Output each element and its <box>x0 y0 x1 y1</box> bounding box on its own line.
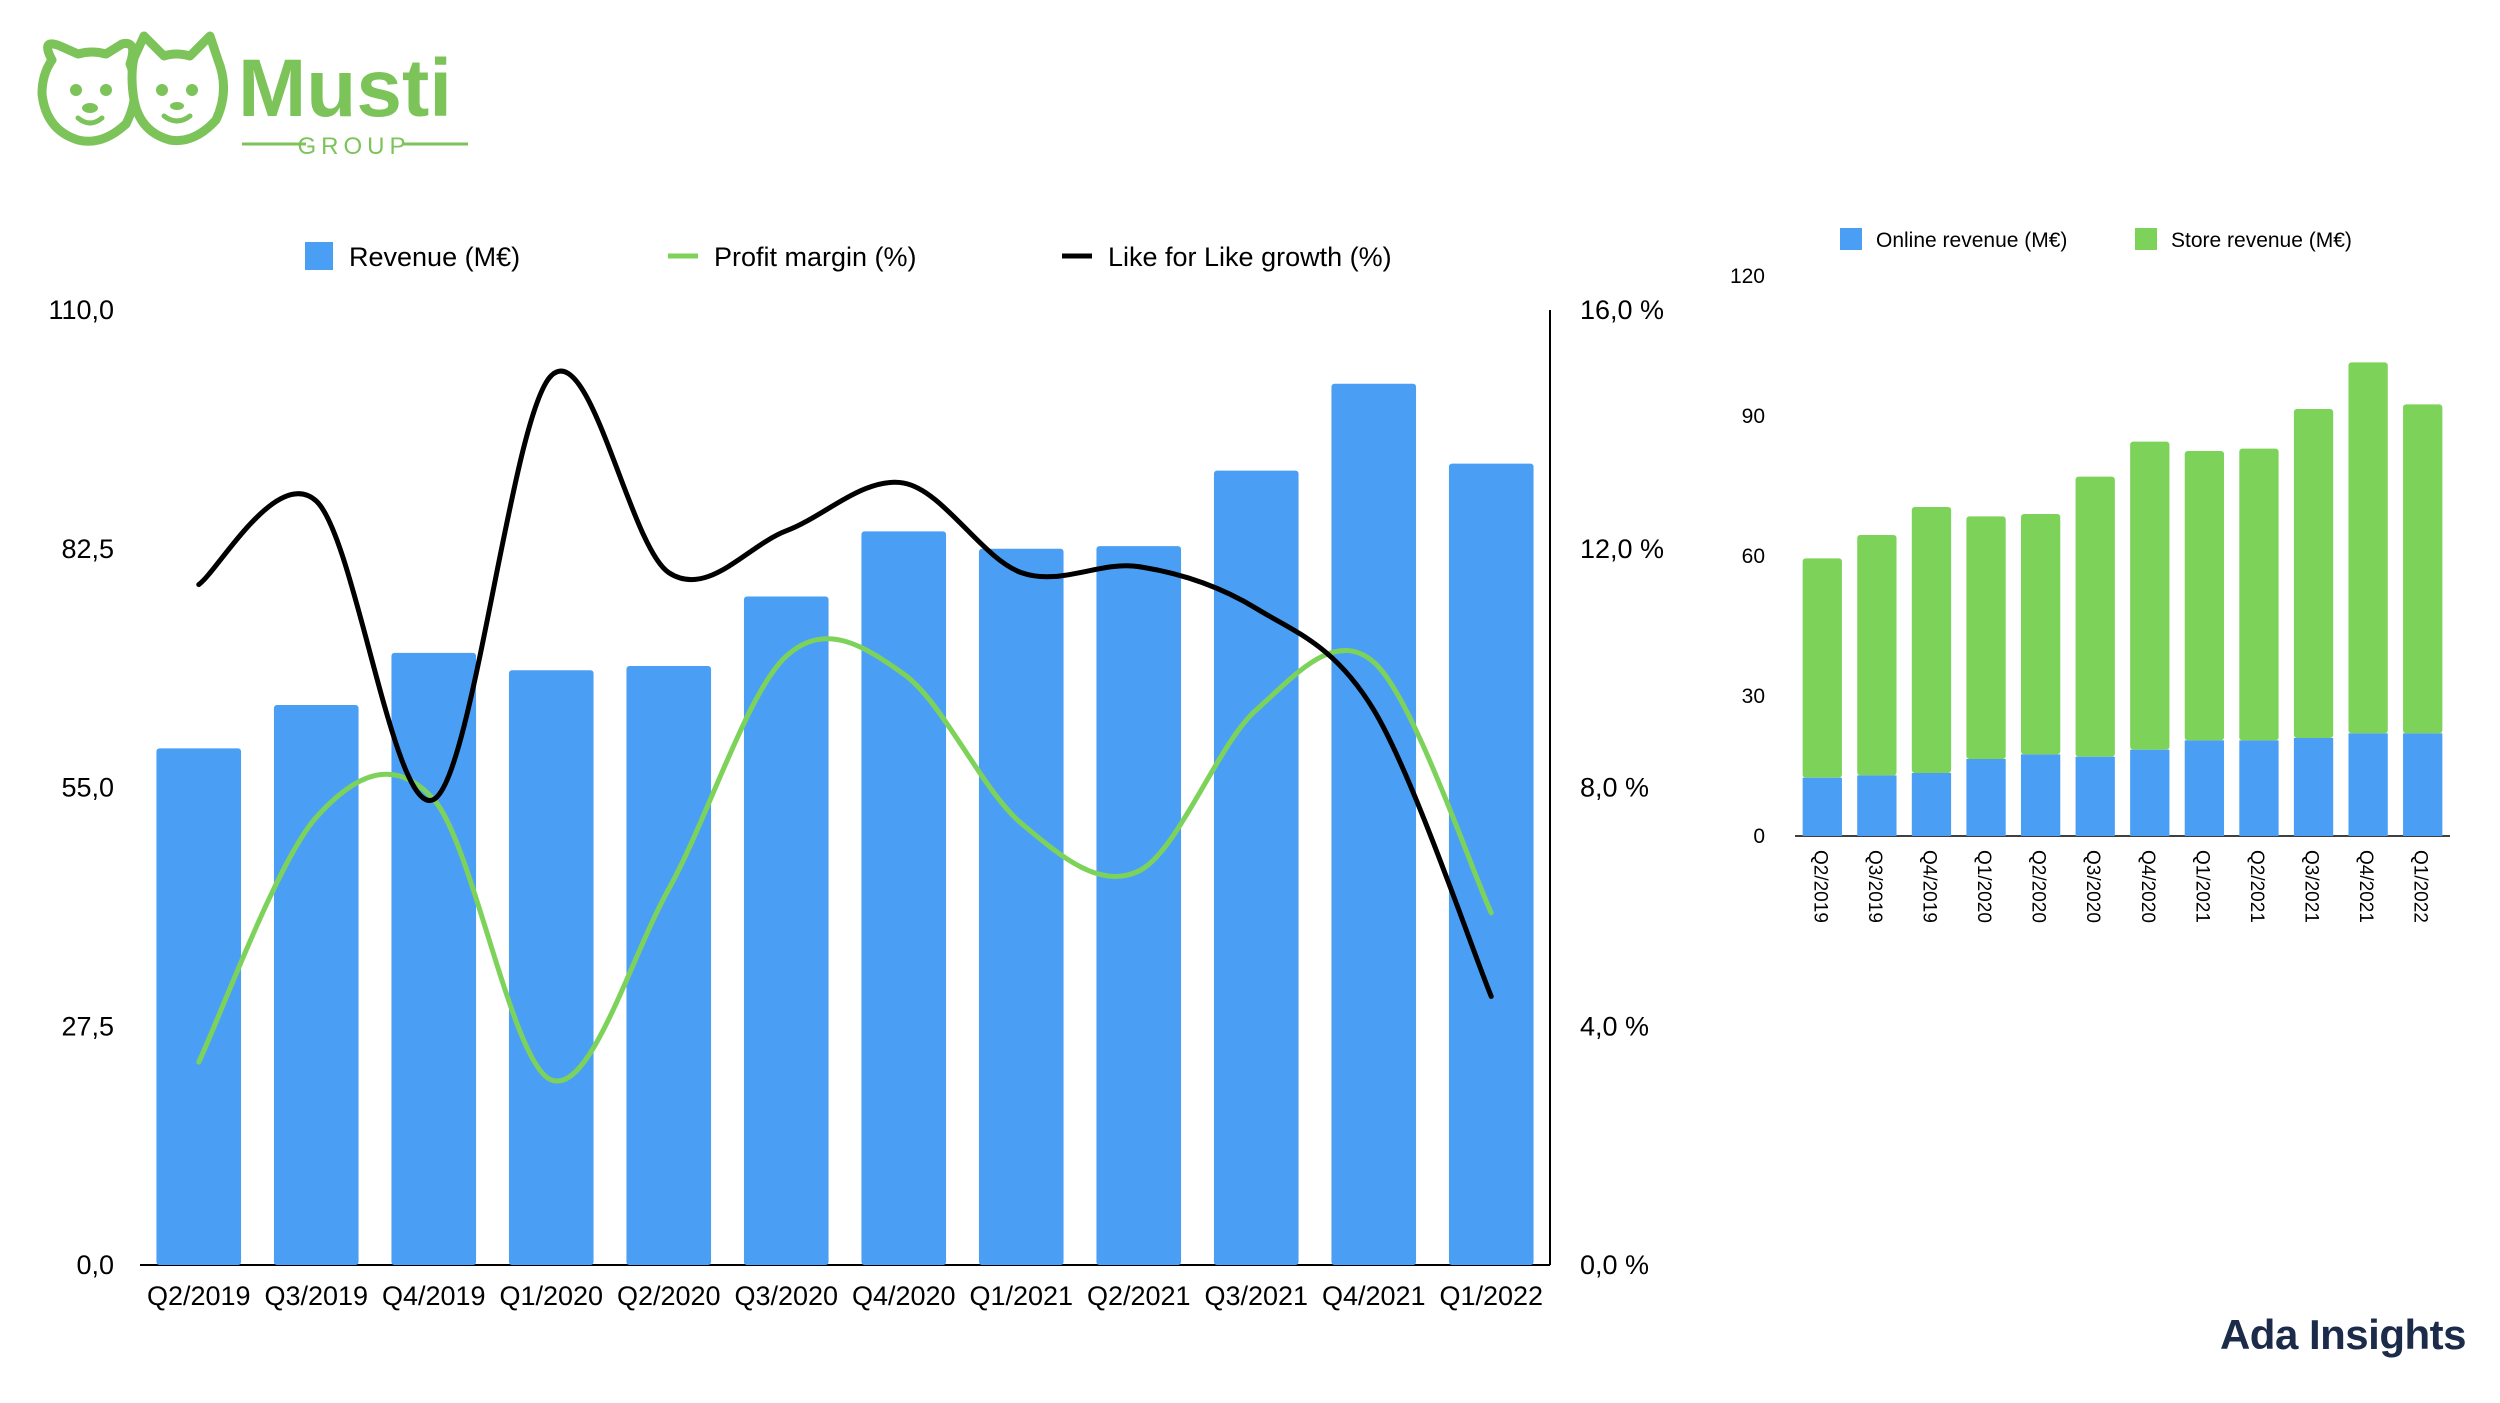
right-tick-label: 12,0 % <box>1580 534 1664 564</box>
left-tick-label: 82,5 <box>61 534 114 564</box>
side-tick-label: 120 <box>1730 265 1765 288</box>
x-tick-label: Q2/2021 <box>1087 1281 1191 1311</box>
logo-wordmark: Musti <box>238 43 452 134</box>
online-revenue-bar <box>2239 740 2279 836</box>
revenue-bar <box>1448 463 1534 1265</box>
side-x-tick-label: Q1/2022 <box>2410 850 2431 923</box>
side-tick-label: 90 <box>1742 405 1765 428</box>
store-revenue-bar <box>2293 409 2334 738</box>
x-tick-label: Q3/2019 <box>264 1281 368 1311</box>
side-x-tick-label: Q1/2021 <box>2191 850 2212 923</box>
legend-label: Revenue (M€) <box>349 242 520 272</box>
store-revenue-bar <box>2348 362 2388 734</box>
revenue-bar <box>861 531 947 1265</box>
right-tick-label: 0,0 % <box>1580 1250 1649 1280</box>
revenue-bar <box>508 670 594 1265</box>
ada-insights-brand: Ada Insights <box>2219 1311 2467 1358</box>
revenue-bar <box>1213 470 1299 1265</box>
online-revenue-bar <box>2184 740 2225 836</box>
side-x-tick-label: Q4/2019 <box>1918 850 1939 923</box>
side-x-tick-label: Q1/2020 <box>1973 850 1994 923</box>
legend-label: Profit margin (%) <box>714 242 917 272</box>
store-revenue-bar <box>2075 476 2115 757</box>
side-chart-svg: Online revenue (M€) Store revenue (M€) 0 30… <box>1730 228 2450 923</box>
x-tick-label: Q3/2020 <box>734 1281 838 1311</box>
x-tick-label: Q1/2021 <box>969 1281 1073 1311</box>
profit-margin-line <box>196 636 1494 1084</box>
side-x-tick-label: Q3/2021 <box>2301 850 2322 923</box>
left-tick-label: 27,5 <box>61 1011 114 1041</box>
online-revenue-bar <box>2075 756 2115 836</box>
dog-icon <box>37 38 140 146</box>
revenue-bar <box>626 665 712 1265</box>
legend-swatch-revenue <box>305 242 333 270</box>
x-tick-label: Q4/2021 <box>1322 1281 1426 1311</box>
online-revenue-bar <box>1802 777 1842 836</box>
x-tick-label: Q3/2021 <box>1204 1281 1308 1311</box>
store-revenue-bar <box>1911 507 1952 773</box>
legend-label: Like for Like growth (%) <box>1108 242 1392 272</box>
side-x-tick-label: Q4/2021 <box>2355 850 2376 923</box>
store-revenue-bar <box>2239 448 2279 741</box>
legend-swatch-online <box>1840 228 1862 250</box>
x-tick-label: Q4/2019 <box>382 1281 486 1311</box>
store-revenue-bar <box>1802 558 1842 778</box>
online-store-revenue-chart: Online revenue (M€) Store revenue (M€) 0 30… <box>1720 200 2500 1000</box>
revenue-bar <box>743 596 829 1265</box>
online-revenue-bar <box>2348 733 2388 836</box>
online-revenue-bar <box>2130 749 2170 836</box>
x-tick-label: Q1/2022 <box>1439 1281 1543 1311</box>
revenue-bar <box>391 652 477 1265</box>
legend-label: Online revenue (M€) <box>1876 229 2067 252</box>
revenue-bar <box>156 748 242 1265</box>
side-x-tick-label: Q3/2019 <box>1864 850 1885 923</box>
online-revenue-bar <box>1911 773 1952 836</box>
legend-swatch-store <box>2135 228 2157 250</box>
side-x-tick-label: Q2/2021 <box>2246 850 2267 923</box>
right-tick-label: 16,0 % <box>1580 295 1664 325</box>
right-tick-label: 8,0 % <box>1580 773 1649 803</box>
cat-icon <box>127 31 228 146</box>
online-revenue-bar <box>2403 733 2443 836</box>
logo-graphic: Musti GROUP <box>37 31 468 160</box>
online-revenue-bar <box>2293 738 2334 836</box>
online-revenue-bar <box>1857 775 1897 836</box>
left-tick-label: 55,0 <box>61 773 114 803</box>
musti-group-logo: Musti GROUP <box>30 30 490 170</box>
right-tick-label: 4,0 % <box>1580 1011 1649 1041</box>
store-revenue-bar <box>2403 404 2443 734</box>
main-chart-svg: Revenue (M€) Profit margin (%) Like for Li… <box>48 242 1664 1311</box>
online-revenue-bar <box>1966 759 2006 836</box>
x-tick-label: Q2/2020 <box>617 1281 721 1311</box>
legend-label: Store revenue (M€) <box>2171 229 2352 252</box>
x-tick-label: Q2/2019 <box>147 1281 251 1311</box>
online-revenue-bar <box>2020 754 2061 836</box>
store-revenue-bar <box>2020 514 2061 755</box>
logo-subtext: GROUP <box>297 133 410 160</box>
x-tick-label: Q1/2020 <box>499 1281 603 1311</box>
revenue-bar <box>978 548 1064 1265</box>
side-tick-label: 0 <box>1753 825 1765 848</box>
revenue-bar <box>1096 546 1182 1265</box>
side-x-tick-label: Q2/2019 <box>1809 850 1830 923</box>
store-revenue-bar <box>2130 441 2170 750</box>
left-tick-label: 110,0 <box>48 295 114 325</box>
store-revenue-bar <box>1966 516 2006 759</box>
side-tick-label: 60 <box>1742 545 1765 568</box>
side-x-tick-label: Q2/2020 <box>2028 850 2049 923</box>
left-tick-label: 0,0 <box>76 1250 114 1280</box>
store-revenue-bar <box>1857 535 1897 776</box>
lfl-growth-line <box>196 369 1494 999</box>
revenue-margin-lfl-chart: Revenue (M€) Profit margin (%) Like for Li… <box>0 200 1720 1350</box>
side-x-tick-label: Q3/2020 <box>2082 850 2103 923</box>
side-tick-label: 30 <box>1742 685 1765 708</box>
x-tick-label: Q4/2020 <box>852 1281 956 1311</box>
revenue-bar <box>1331 383 1417 1265</box>
store-revenue-bar <box>2184 451 2225 741</box>
side-x-tick-label: Q4/2020 <box>2137 850 2158 923</box>
